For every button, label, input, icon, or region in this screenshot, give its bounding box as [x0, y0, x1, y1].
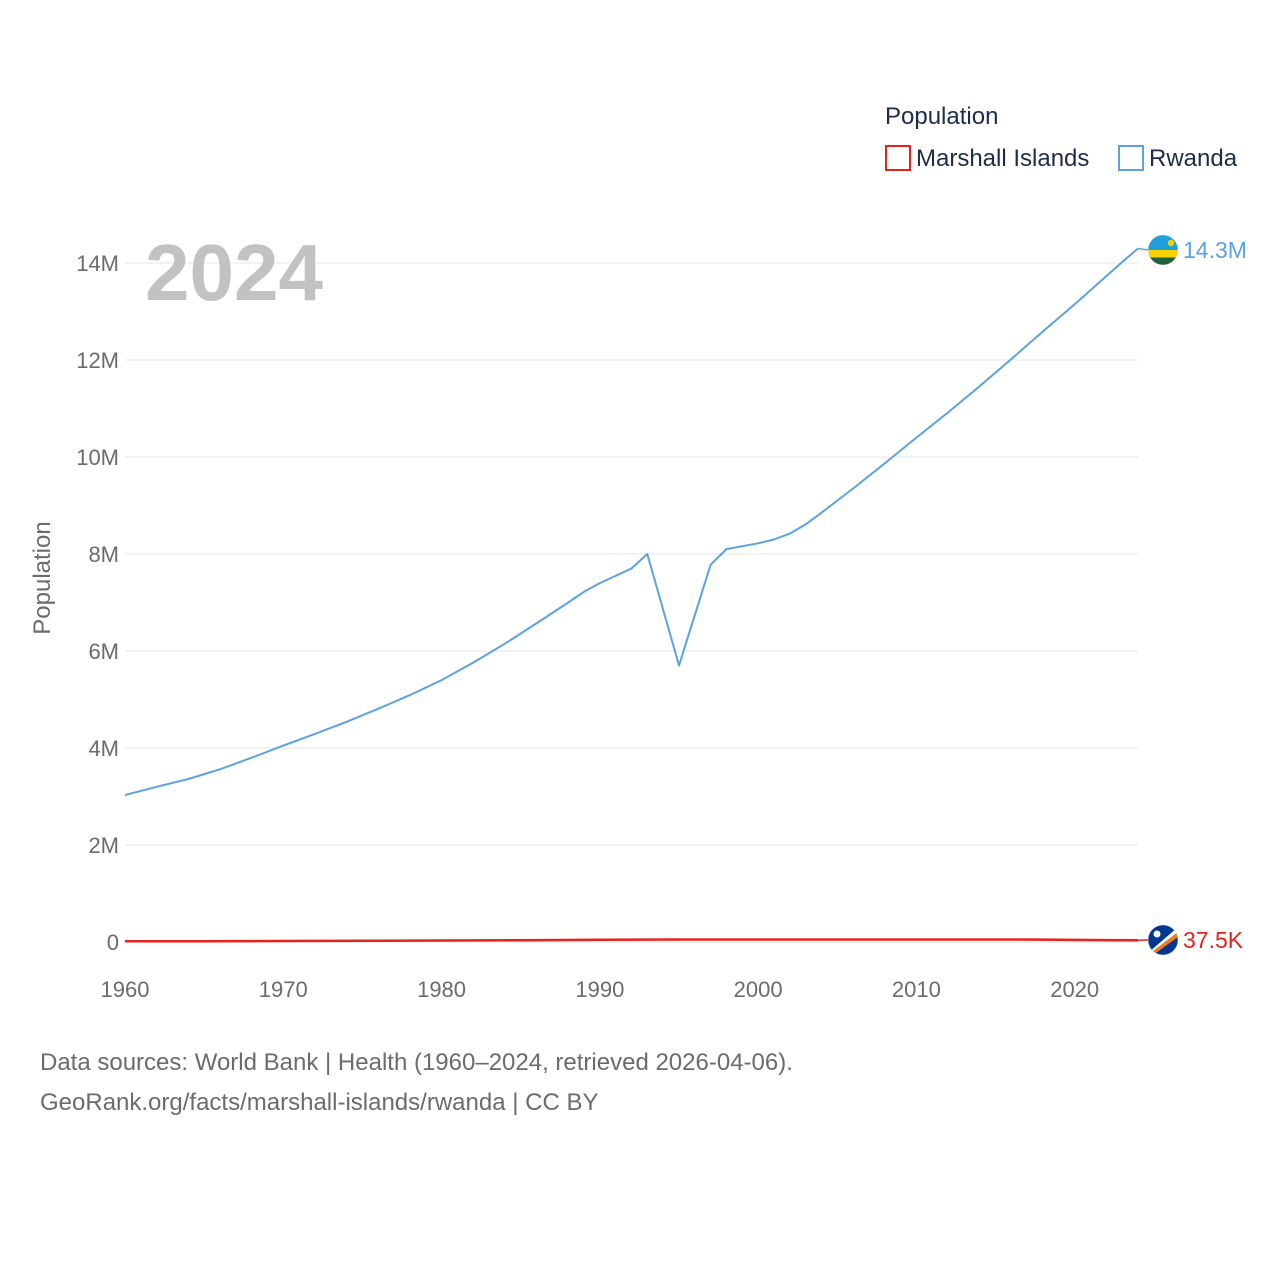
x-axis-ticks: 1960 1970 1980 1990 2000 2010 2020	[101, 977, 1100, 1002]
legend: Population Marshall Islands Rwanda	[885, 103, 1238, 172]
footer: Data sources: World Bank | Health (1960–…	[40, 1043, 793, 1123]
y-tick-label: 14M	[76, 251, 119, 276]
end-value-label-rwanda: 14.3M	[1183, 237, 1247, 263]
legend-label-rwanda: Rwanda	[1149, 145, 1238, 172]
legend-title: Population	[885, 103, 998, 130]
x-tick-label: 1960	[101, 977, 150, 1002]
source-link[interactable]: GeoRank.org/facts/marshall-islands/rwand…	[40, 1089, 599, 1116]
end-value-label-marshall-islands: 37.5K	[1183, 927, 1244, 953]
y-tick-label: 4M	[88, 736, 119, 761]
year-label: 2024	[145, 228, 323, 317]
series-end-markers: 37.5K 14.3M	[1137, 234, 1247, 956]
legend-swatch-rwanda	[1118, 145, 1144, 171]
x-tick-label: 1980	[417, 977, 466, 1002]
series-line-marshall-islands[interactable]	[124, 938, 1139, 943]
rwanda-flag-icon	[1147, 234, 1179, 266]
data-sources-note: Data sources: World Bank | Health (1960–…	[40, 1049, 793, 1076]
x-tick-label: 1970	[259, 977, 308, 1002]
legend-item-rwanda[interactable]: Rwanda	[1118, 145, 1238, 172]
gridlines	[125, 262, 1138, 943]
x-tick-label: 2020	[1050, 977, 1099, 1002]
legend-item-marshall-islands[interactable]: Marshall Islands	[885, 145, 1089, 172]
x-tick-label: 1990	[575, 977, 624, 1002]
legend-swatch-marshall-islands	[885, 145, 911, 171]
y-tick-label: 8M	[88, 542, 119, 567]
x-tick-label: 2010	[892, 977, 941, 1002]
y-tick-label: 12M	[76, 348, 119, 373]
y-tick-label: 10M	[76, 445, 119, 470]
end-connector-rwanda	[1137, 247, 1149, 251]
y-axis-title: Population	[29, 521, 56, 634]
x-tick-label: 2000	[734, 977, 783, 1002]
series-line-rwanda[interactable]	[124, 247, 1139, 796]
y-tick-label: 0	[107, 930, 119, 955]
y-tick-label: 6M	[88, 639, 119, 664]
legend-label-marshall-islands: Marshall Islands	[916, 145, 1089, 172]
y-tick-label: 2M	[88, 833, 119, 858]
y-axis-ticks: 0 2M 4M 6M 8M 10M 12M 14M	[76, 251, 119, 955]
marshall-islands-flag-icon	[1147, 924, 1179, 956]
series-lines	[124, 247, 1139, 943]
